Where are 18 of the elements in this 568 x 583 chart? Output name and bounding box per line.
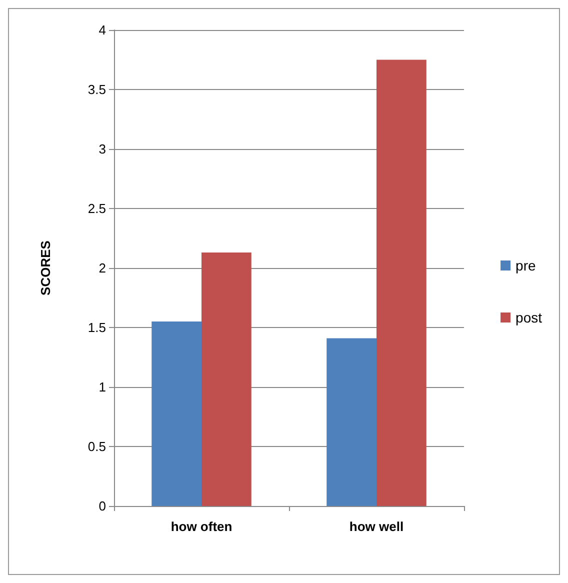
y-tick-label: 1.5 xyxy=(88,320,106,335)
y-tick-label: 0 xyxy=(98,498,106,514)
y-tick-label: 3 xyxy=(98,142,106,156)
y-tick-label: 1 xyxy=(98,380,106,394)
y-tick-label: 3.5 xyxy=(88,82,106,97)
bar xyxy=(376,60,426,506)
legend-label: pre xyxy=(516,258,536,274)
y-tick-label: 0.5 xyxy=(88,439,106,454)
bar xyxy=(202,252,252,506)
bar xyxy=(326,338,376,506)
y-tick-label: 4 xyxy=(98,22,106,38)
y-axis-title: SCORES xyxy=(38,240,53,296)
bar xyxy=(152,322,202,506)
y-tick-label: 2 xyxy=(98,260,106,276)
y-tick-label: 2.5 xyxy=(88,201,106,216)
x-tick-label: how often xyxy=(170,519,232,534)
x-tick-label: how well xyxy=(349,519,404,534)
legend-label: post xyxy=(516,310,542,326)
